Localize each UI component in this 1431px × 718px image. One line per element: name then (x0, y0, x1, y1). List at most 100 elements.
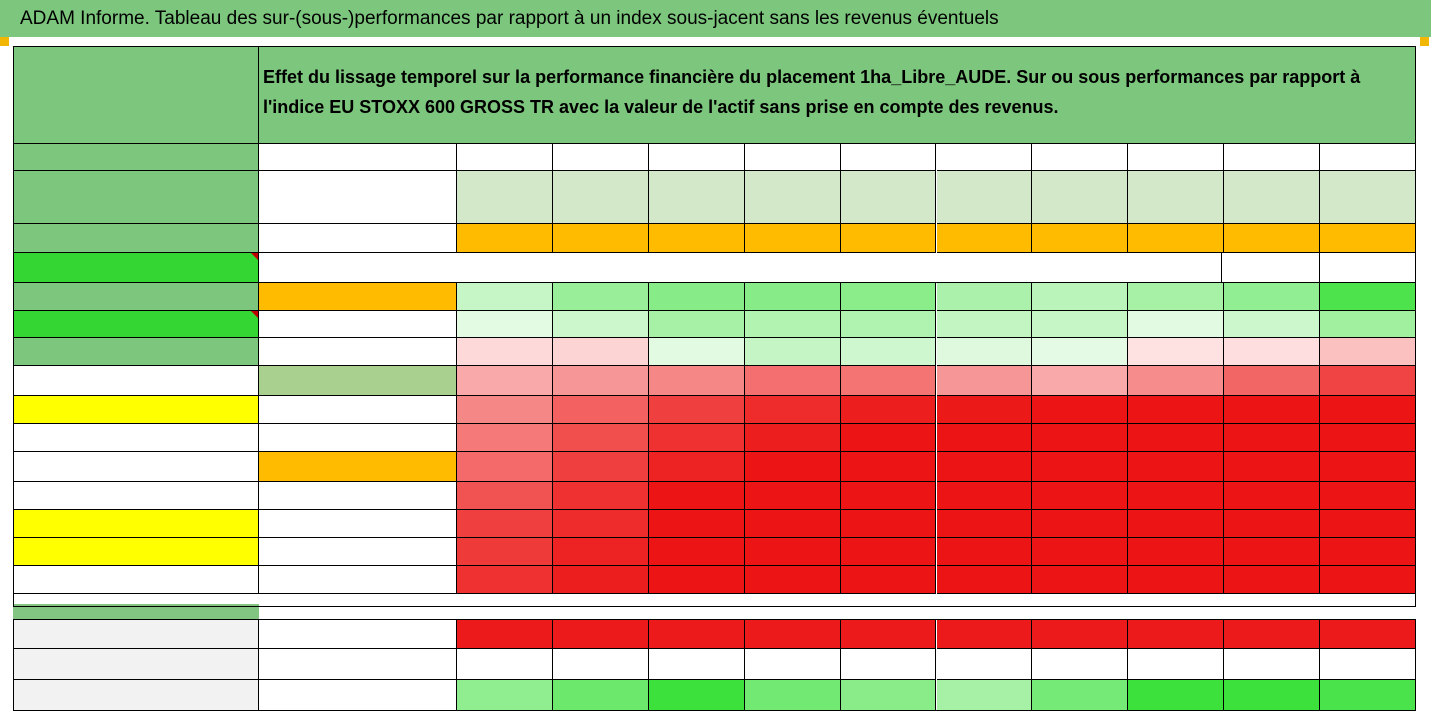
fund-name (13, 46, 259, 144)
summary-cell (648, 619, 745, 649)
summary-cell (1128, 619, 1225, 649)
year-header (744, 144, 841, 171)
probability-cell (1032, 482, 1129, 510)
probability-cell (936, 510, 1033, 538)
probability-cell (1032, 283, 1129, 311)
probability-cell (1224, 566, 1321, 594)
probability-cell (1032, 311, 1129, 338)
probability-cell (552, 482, 649, 510)
probability-cell (552, 538, 649, 566)
probability-cell (648, 338, 745, 366)
left-label (13, 283, 259, 311)
volatility-cell (1032, 224, 1129, 253)
probability-cell (552, 424, 649, 452)
probability-cell (840, 452, 937, 482)
probability-cell (1032, 366, 1129, 396)
summary-cell (936, 680, 1033, 711)
description-line-2: l'indice EU STOXX 600 GROSS TR avec la v… (263, 97, 1059, 117)
probability-cell (648, 311, 745, 338)
probability-cell (1224, 283, 1321, 311)
volatility-cell (457, 224, 553, 253)
probability-cell (648, 396, 745, 424)
left-label (13, 510, 259, 538)
probability-cell (1032, 424, 1129, 452)
report-title: ADAM Informe. Tableau des sur-(sous-)per… (0, 0, 1431, 37)
volatility-cell (936, 224, 1033, 253)
summary-cell (1224, 680, 1321, 711)
probability-cell (1128, 396, 1225, 424)
probability-cell (1128, 311, 1225, 338)
volatility-cell (1320, 224, 1416, 253)
probability-cell (457, 424, 553, 452)
row-label-duration (259, 144, 457, 171)
row-label-volatility (259, 224, 457, 253)
volatility-cell (552, 224, 649, 253)
probability-cell (840, 283, 937, 311)
left-label (13, 338, 259, 366)
yield-cell (840, 171, 937, 224)
probability-level (259, 338, 457, 366)
probability-cell (1320, 538, 1416, 566)
probability-cell (1128, 482, 1225, 510)
probability-level (259, 366, 457, 396)
probability-cell (744, 424, 841, 452)
summary-cell (744, 619, 841, 649)
left-label-sector (13, 171, 259, 224)
description: Effet du lissage temporel sur la perform… (259, 46, 1416, 144)
left-label (13, 311, 259, 338)
summary-left-label (13, 649, 259, 680)
probability-cell (1224, 538, 1321, 566)
probability-cell (936, 311, 1033, 338)
probability-cell (552, 283, 649, 311)
year-header (1320, 144, 1416, 171)
corner-marker-left (0, 37, 9, 46)
probability-cell (457, 338, 553, 366)
probability-cell (552, 338, 649, 366)
probability-cell (457, 482, 553, 510)
probability-cell (936, 566, 1033, 594)
probability-cell (744, 452, 841, 482)
summary-cell (457, 619, 553, 649)
probability-cell (1128, 338, 1225, 366)
year-header (1128, 144, 1225, 171)
probability-cell (457, 538, 553, 566)
year-header (1032, 144, 1129, 171)
probability-cell (936, 538, 1033, 566)
year-header (648, 144, 745, 171)
probability-cell (936, 424, 1033, 452)
left-label (13, 482, 259, 510)
probability-cell (1224, 424, 1321, 452)
probability-level (259, 283, 457, 311)
summary-cell (936, 619, 1033, 649)
summary-row-label (259, 619, 457, 649)
probability-level (259, 510, 457, 538)
probability-cell (840, 338, 937, 366)
probability-cell (648, 366, 745, 396)
probability-cell (1224, 452, 1321, 482)
volatility-cell (1128, 224, 1225, 253)
probability-cell (1032, 338, 1129, 366)
summary-cell (552, 680, 649, 711)
probability-cell (1128, 283, 1225, 311)
probability-cell (648, 452, 745, 482)
probability-cell (840, 510, 937, 538)
yield-cell (1320, 171, 1416, 224)
corner-marker-right (1420, 37, 1429, 46)
probability-cell (1032, 566, 1129, 594)
probability-cell (1320, 396, 1416, 424)
volatility-cell (840, 224, 937, 253)
summary-cell (648, 649, 745, 680)
probability-cell (648, 424, 745, 452)
probability-cell (1320, 366, 1416, 396)
summary-cell (457, 649, 553, 680)
probability-cell (457, 510, 553, 538)
probability-level (259, 311, 457, 338)
probability-cell (1128, 452, 1225, 482)
summary-cell (552, 649, 649, 680)
probability-level (259, 482, 457, 510)
summary-cell (1320, 680, 1416, 711)
comment-flag-icon (251, 311, 258, 318)
yield-cell (648, 171, 745, 224)
probability-cell (1128, 366, 1225, 396)
summary-cell (1320, 619, 1416, 649)
